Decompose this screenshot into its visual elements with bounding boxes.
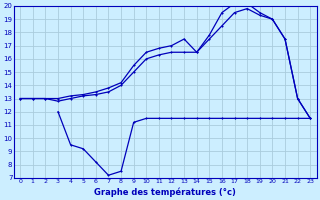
X-axis label: Graphe des températures (°c): Graphe des températures (°c) [94,187,236,197]
